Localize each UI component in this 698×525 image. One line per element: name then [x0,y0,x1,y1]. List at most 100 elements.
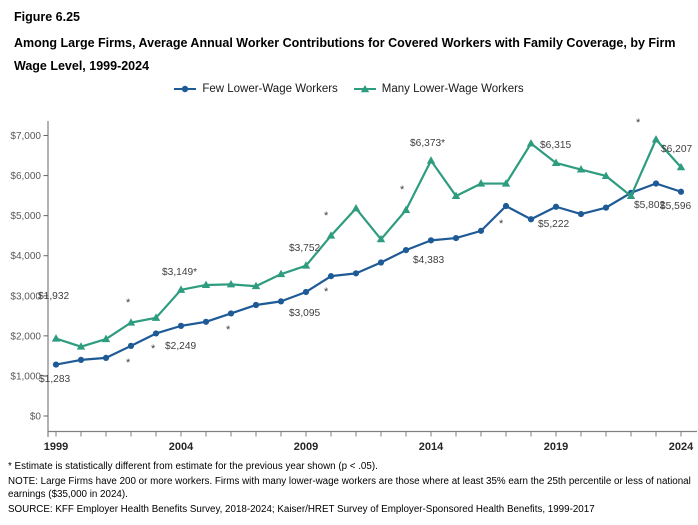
legend-label: Many Lower-Wage Workers [381,83,524,95]
data-point-marker [227,310,235,317]
legend-item-few-lower-wage: Few Lower-Wage Workers [174,83,338,95]
data-point-marker [101,334,111,343]
significance-asterisk: * [151,343,156,355]
line-circle-marker-icon [174,85,197,93]
data-point-marker [251,281,261,290]
chart-legend: Few Lower-Wage Workers Many Lower-Wage W… [0,83,698,95]
data-point-marker [602,204,610,211]
data-point-marker [677,188,685,195]
line-triangle-marker-icon [353,85,376,93]
data-point-marker [676,162,686,171]
figure-title: Among Large Firms, Average Annual Worker… [14,36,676,73]
data-point-marker [626,191,636,200]
data-point-marker [202,318,210,325]
data-point-marker [352,270,360,277]
y-tick-label: $1,000 [10,371,41,382]
x-tick-label: 2024 [669,441,694,453]
footnote-asterisk: * Estimate is statistically different fr… [8,461,378,472]
y-tick-label: $6,000 [10,171,41,182]
y-tick-label: $0 [30,412,42,423]
data-point-marker [377,259,385,266]
significance-asterisk: * [126,357,131,369]
data-point-label: $1,932 [38,291,69,302]
data-point-marker [226,279,236,288]
data-point-marker [302,288,310,296]
data-point-marker [577,210,585,218]
data-point-label: $5,802 [634,200,665,211]
data-point-marker [552,203,560,210]
series-line-many-lower-wage [55,138,682,348]
significance-asterisk: * [226,324,231,336]
data-point-marker [277,298,285,305]
y-tick-label: $4,000 [10,251,41,262]
significance-asterisk: * [324,210,329,222]
data-point-marker [152,330,160,337]
significance-asterisk: * [636,117,641,129]
data-point-marker [376,234,386,243]
significance-asterisk: * [400,184,405,196]
data-point-marker [326,231,336,239]
x-tick-label: 2004 [169,441,194,453]
data-point-marker [402,247,410,254]
significance-asterisk: * [126,297,131,309]
significance-asterisk: * [499,218,504,230]
data-point-marker [102,354,110,361]
data-point-marker [77,356,85,363]
figure-number: Figure 6.25 [14,10,80,24]
footnote-source: SOURCE: KFF Employer Health Benefits Sur… [8,504,595,516]
data-point-marker [301,261,311,269]
data-point-marker [177,322,185,329]
data-point-marker [652,180,660,187]
data-point-marker [551,158,561,166]
data-point-marker [601,171,611,179]
footnote-note: NOTE: Large Firms have 200 or more worke… [8,476,691,500]
data-point-label: $1,283 [39,374,70,385]
data-point-marker [502,202,510,210]
data-point-marker [527,216,535,223]
y-tick-label: $2,000 [10,331,41,342]
data-point-marker [327,273,335,280]
data-point-marker [401,205,411,214]
data-point-marker [201,280,211,288]
data-point-label: $3,752 [289,243,320,254]
data-point-label: $3,149* [162,267,197,278]
data-point-marker [651,135,661,143]
data-point-marker [477,227,485,234]
y-tick-label: $5,000 [10,211,41,222]
data-point-marker [127,342,135,349]
data-point-label: $3,095 [289,308,320,319]
significance-asterisk: * [324,286,329,298]
x-tick-label: 2009 [294,441,318,453]
data-point-marker [476,179,486,187]
data-point-marker [501,179,511,187]
x-tick-label: 2014 [419,441,444,453]
data-point-marker [151,313,161,321]
data-point-marker [76,342,86,350]
data-point-marker [451,191,461,200]
data-point-marker [276,269,286,278]
y-tick-label: $7,000 [10,131,41,142]
data-point-label: $6,207 [661,144,692,155]
data-point-label: $4,383 [413,255,444,266]
data-point-label: $6,315 [540,140,571,151]
y-tick-label: $3,000 [10,291,41,302]
data-point-label: $6,373* [410,138,445,149]
data-point-marker [351,204,361,212]
legend-item-many-lower-wage: Many Lower-Wage Workers [353,83,524,95]
data-point-marker [452,234,460,242]
data-point-marker [427,237,435,244]
data-point-marker [51,334,61,342]
data-point-marker [426,156,436,164]
x-tick-label: 1999 [44,441,68,453]
data-point-marker [252,301,260,309]
series-line-few-lower-wage [55,182,682,366]
data-point-marker [576,165,586,173]
data-point-marker [176,285,186,293]
legend-label: Few Lower-Wage Workers [202,83,338,95]
data-point-label: $5,222 [538,219,569,230]
footnotes: * Estimate is statistically different fr… [8,461,692,520]
data-point-label: $2,249 [165,341,196,352]
data-point-marker [52,361,60,368]
